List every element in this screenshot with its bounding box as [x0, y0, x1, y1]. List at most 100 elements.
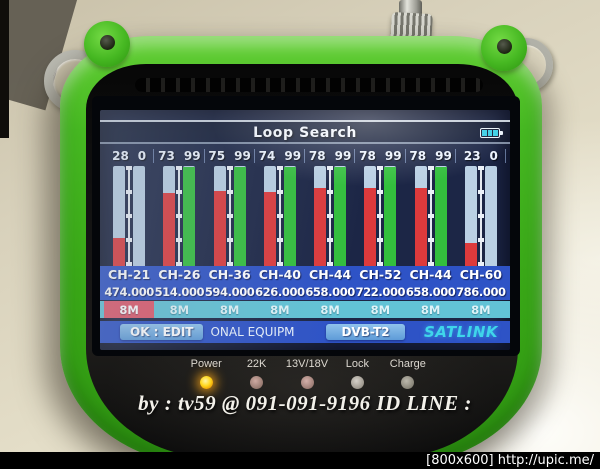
- led-label: Charge: [389, 358, 426, 370]
- led-item-22k: 22K: [231, 358, 281, 389]
- bar-pair: [364, 166, 397, 266]
- quality-value: 99: [384, 149, 402, 163]
- strength-bar: [213, 166, 226, 266]
- channel-frequency: 658.000: [305, 284, 355, 299]
- strength-bar: [263, 166, 276, 266]
- quality-value: 99: [435, 149, 452, 163]
- bar-pair: [314, 166, 347, 266]
- strength-bar: [364, 166, 377, 266]
- power-led-icon: [199, 376, 213, 389]
- battery-bar: [493, 130, 499, 136]
- strength-bar: [414, 166, 427, 266]
- led-label: 22K: [246, 358, 267, 370]
- signal-value-pair: 75 99: [205, 146, 256, 166]
- bandwidth-cell[interactable]: 8M: [370, 302, 391, 317]
- scale-ticks: [377, 166, 384, 266]
- bandwidth-cell[interactable]: 8M: [420, 302, 441, 317]
- channel-bar-column: [305, 166, 355, 266]
- channel-frequency: 658.000: [405, 284, 456, 299]
- charge-led-icon: [401, 376, 415, 389]
- strength-value: 78: [359, 149, 376, 163]
- bandwidth-cell[interactable]: 8M: [471, 302, 491, 317]
- led-item-power: Power: [181, 358, 231, 389]
- 22k-led-icon: [250, 376, 264, 389]
- quality-bar: [183, 166, 196, 266]
- ok-edit-button[interactable]: OK : EDIT: [120, 324, 204, 340]
- channel-label: CH-21: [108, 267, 151, 282]
- bandwidth-cell[interactable]: 8M: [104, 301, 155, 318]
- quality-fill: [384, 167, 397, 266]
- led-item-voltage: 13V/18V: [282, 358, 332, 389]
- signal-value-pair: 78 99: [305, 146, 356, 166]
- channel-frequency: 474.000: [104, 284, 154, 299]
- quality-value: 99: [234, 149, 251, 163]
- quality-value: 99: [183, 149, 201, 163]
- channel-bar-column: [104, 166, 154, 266]
- strength-value: 74: [258, 149, 276, 163]
- quality-bar: [133, 166, 146, 266]
- scale-ticks: [327, 166, 334, 266]
- lcd-screen: Loop Search 28 0 73 99 75 99 74 99 78 99 78 99 78 99 2…: [100, 110, 510, 350]
- bar-pair: [414, 166, 447, 266]
- dvb-t2-button[interactable]: DVB-T2: [326, 324, 405, 340]
- channel-bar-column: [205, 166, 255, 266]
- voltage-led-icon: [300, 376, 314, 389]
- bandwidth-cell[interactable]: 8M: [270, 302, 290, 317]
- scale-ticks: [276, 166, 283, 266]
- bar-pair: [113, 166, 146, 266]
- led-item-lock: Lock: [332, 358, 382, 389]
- signal-value-pair: 74 99: [255, 146, 306, 166]
- quality-value: 0: [137, 149, 147, 163]
- channel-label: CH-44: [309, 267, 352, 282]
- scale-ticks: [176, 166, 183, 266]
- quality-bar: [384, 166, 397, 266]
- strength-fill: [163, 193, 176, 266]
- watermark-bar: [800x600] http://upic.me/: [0, 452, 600, 469]
- channel-label: CH-26: [158, 267, 201, 282]
- led-panel: Power 22K 13V/18V Lock Charge: [181, 358, 433, 389]
- quality-fill: [233, 167, 246, 266]
- lock-led-icon: [350, 376, 364, 389]
- channel-frequency: 594.000: [204, 284, 255, 299]
- strength-value: 28: [112, 149, 129, 163]
- battery-bar: [487, 130, 493, 136]
- strength-bar: [314, 166, 327, 266]
- scale-ticks: [226, 166, 233, 266]
- channel-bar-column: [355, 166, 405, 266]
- channel-frequency: 514.000: [154, 284, 205, 299]
- quality-fill: [434, 167, 447, 266]
- strength-bar: [464, 166, 477, 266]
- page-title: Loop Search: [253, 125, 357, 141]
- channel-bar-column: [456, 166, 506, 266]
- channel-labels-row: CH-21 CH-26 CH-36 CH-40 CH-44 CH-52 CH-44 CH-60: [104, 266, 506, 283]
- marquee-text: ONAL EQUIPM: [210, 325, 295, 339]
- channel-label: CH-36: [208, 267, 251, 282]
- channel-bar-column: [406, 166, 456, 266]
- quality-value: 99: [334, 149, 352, 163]
- signal-value-pair: 78 99: [406, 146, 457, 166]
- channel-bar-column: [154, 166, 204, 266]
- strength-fill: [314, 188, 327, 266]
- channel-label: CH-44: [409, 267, 452, 282]
- strength-value: 78: [409, 149, 427, 163]
- strap-loop-right: [481, 25, 527, 71]
- strength-fill: [213, 191, 226, 266]
- title-bar: Loop Search: [100, 120, 510, 144]
- bandwidth-row: 8M 8M 8M 8M 8M 8M 8M 8M: [100, 301, 510, 318]
- scale-ticks: [427, 166, 434, 266]
- led-label: Power: [190, 358, 222, 370]
- satlink-logo: SATLINK: [423, 323, 498, 341]
- bandwidth-cell[interactable]: 8M: [219, 302, 240, 317]
- signal-bars-row: [104, 166, 506, 266]
- bandwidth-cell[interactable]: 8M: [169, 302, 190, 317]
- quality-bar: [233, 166, 246, 266]
- quality-bar: [434, 166, 447, 266]
- led-label: Lock: [345, 358, 370, 370]
- quality-fill: [334, 167, 347, 266]
- strength-fill: [414, 188, 427, 266]
- strength-value: 73: [158, 149, 175, 163]
- quality-value: 0: [489, 149, 498, 163]
- watermark-text: [800x600] http://upic.me/: [426, 453, 594, 468]
- bandwidth-cell[interactable]: 8M: [320, 302, 340, 317]
- channel-frequencies-row: 474.000 514.000 594.000 626.000 658.000 722.0…: [104, 283, 506, 300]
